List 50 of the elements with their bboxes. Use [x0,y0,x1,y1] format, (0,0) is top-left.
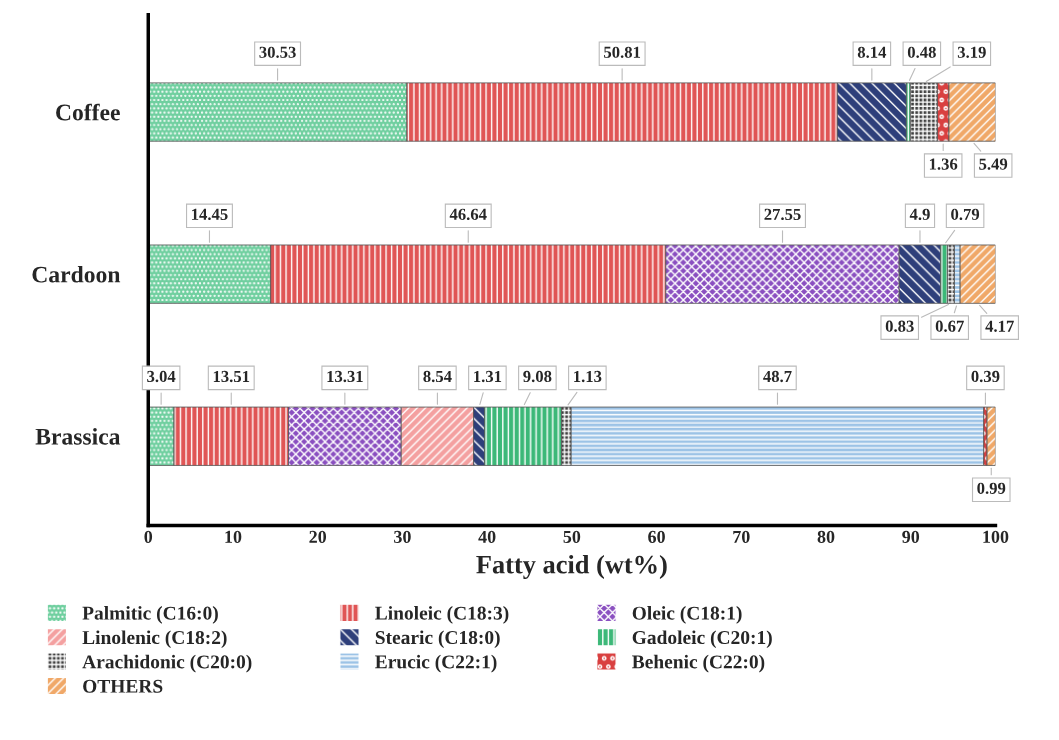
x-tick-label: 40 [478,530,496,543]
x-tick-label: 80 [817,530,835,543]
x-tick-label: 60 [648,530,665,543]
data-label: 0.83 [885,320,914,332]
data-label: 9.08 [523,370,552,383]
data-label: 48.7 [763,370,792,383]
legend-label: Oleic (C18:1) [632,606,742,624]
x-tick-label: 70 [733,530,750,543]
legend-label: Arachidonic (C20:0) [82,654,252,673]
y-tick-label: Cardoon [32,265,121,283]
x-tick-label: 50 [563,530,581,543]
legend-label: OTHERS [83,679,163,693]
x-tick-label: 100 [983,530,1009,543]
x-axis-title: Fatty acid (wt%) [476,554,667,579]
legend-label: Erucic (C22:1) [375,654,497,673]
data-label: 0.67 [935,320,964,332]
data-label: 13.31 [327,370,363,383]
data-label: 1.31 [474,370,502,383]
x-tick-label: 10 [225,530,242,543]
data-label: 14.45 [192,208,228,221]
data-label: 0.79 [951,208,980,221]
data-label: 0.39 [971,370,1000,383]
data-label: 8.14 [857,46,887,58]
data-label: 0.99 [977,482,1006,494]
data-label: 1.13 [574,370,602,383]
legend-label: Gadoleic (C20:1) [632,630,772,649]
data-label: 30.53 [259,46,296,58]
data-label: 27.55 [764,208,801,221]
legend-label: Behenic (C22:0) [632,654,765,673]
data-label: 46.64 [449,208,487,221]
x-tick-label: 0 [144,530,153,543]
data-label: 1.36 [929,158,958,170]
y-tick-label: Brassica [35,428,121,445]
legend-label: Stearic (C18:0) [375,630,500,649]
x-tick-label: 90 [902,530,920,543]
data-label: 0.48 [907,46,936,58]
legend-label: Palmitic (C16:0) [82,606,218,624]
data-label: 5.49 [979,158,1008,170]
x-tick-label: 20 [309,530,327,543]
data-label: 4.17 [985,320,1014,332]
data-label: 8.54 [423,370,452,383]
data-label: 3.19 [957,46,986,58]
data-label: 4.9 [909,208,930,221]
data-label: 3.04 [147,370,176,383]
data-label: 50.81 [604,46,641,58]
legend-label: Linolenic (C18:2) [82,630,227,649]
data-label: 13.51 [213,370,250,383]
legend-label: Linoleic (C18:3) [375,606,509,624]
x-tick-label: 30 [394,530,411,543]
y-tick-label: Coffee [56,103,120,121]
